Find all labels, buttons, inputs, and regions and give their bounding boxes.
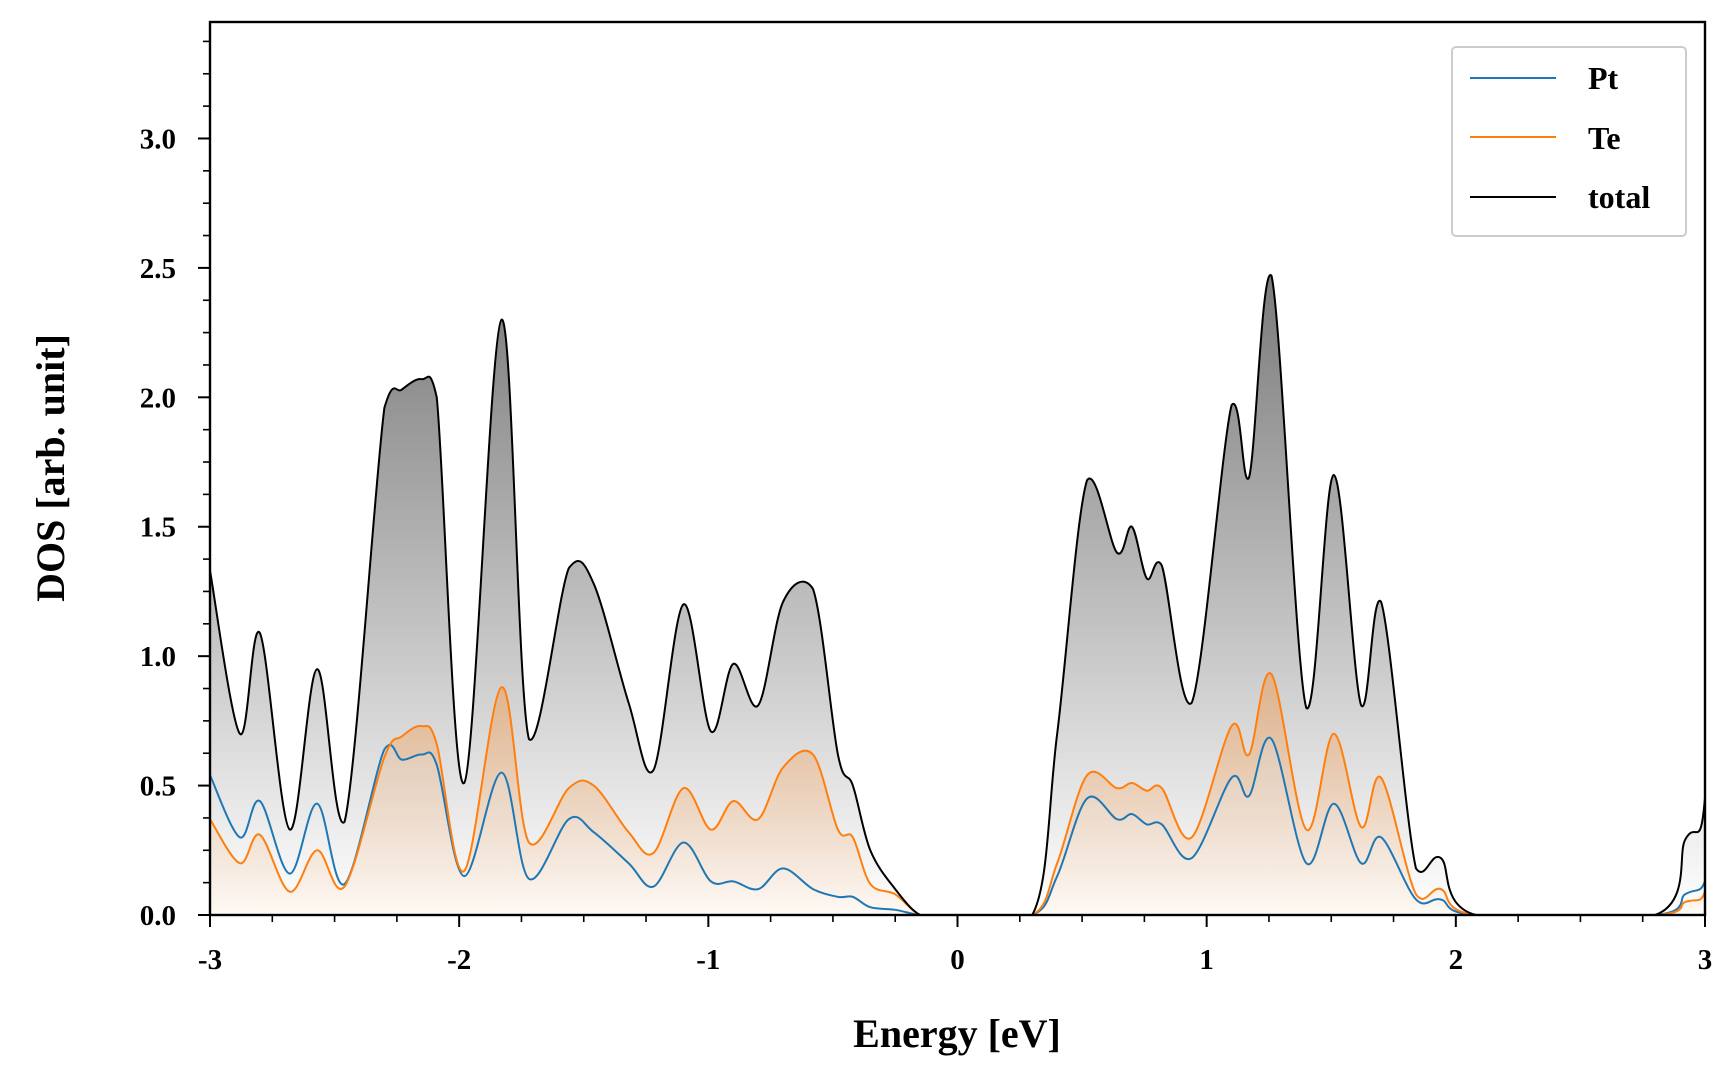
x-tick-label: -1 <box>696 944 720 976</box>
legend-label-pt: Pt <box>1588 60 1619 96</box>
x-tick-label: 0 <box>950 944 965 976</box>
legend-label-te: Te <box>1588 120 1621 156</box>
x-tick-label: 3 <box>1698 944 1713 976</box>
legend-box <box>1451 46 1687 237</box>
y-tick-label: 3.0 <box>140 123 176 155</box>
area-pt <box>210 737 1705 915</box>
series-lines <box>210 274 1705 915</box>
y-axis-title: DOS [arb. unit] <box>28 334 73 602</box>
legend-label-total: total <box>1588 179 1650 215</box>
y-tick-label: 2.5 <box>140 253 176 285</box>
series-line-total <box>210 274 1705 915</box>
x-tick-label: -2 <box>447 944 471 976</box>
x-tick-label: 1 <box>1199 944 1214 976</box>
series-line-pt <box>210 736 1705 915</box>
y-tick-label: 0.0 <box>140 900 176 932</box>
y-tick-label: 1.0 <box>140 641 176 673</box>
x-tick-label: -3 <box>198 944 222 976</box>
y-tick-label: 0.5 <box>140 771 176 803</box>
legend: Pt Te total <box>1451 46 1687 237</box>
y-axis: 0.0 0.5 1.0 1.5 2.0 2.5 3.0 <box>140 40 210 932</box>
x-axis: -3 -2 -1 0 1 2 3 <box>198 915 1712 976</box>
x-axis-title: Energy [eV] <box>853 1011 1061 1056</box>
y-tick-label: 2.0 <box>140 382 176 414</box>
area-fills <box>210 274 1705 915</box>
x-tick-label: 2 <box>1449 944 1464 976</box>
series-line-te <box>210 672 1705 915</box>
y-tick-label: 1.5 <box>140 512 176 544</box>
